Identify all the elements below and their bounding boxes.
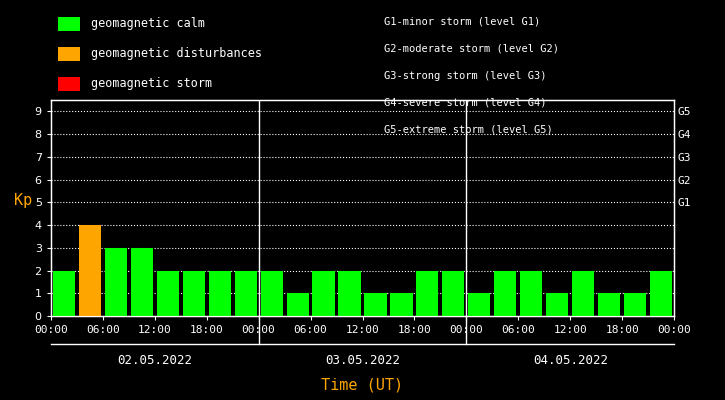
Text: G4-severe storm (level G4): G4-severe storm (level G4) [384,98,547,108]
Text: 02.05.2022: 02.05.2022 [117,354,192,367]
Bar [130,248,153,316]
Bar [416,270,439,316]
Text: G1-minor storm (level G1): G1-minor storm (level G1) [384,17,541,27]
Bar [157,270,178,316]
Bar [104,248,127,316]
Bar [547,293,568,316]
Bar [339,270,360,316]
Bar [624,293,646,316]
Bar [494,270,516,316]
Bar [183,270,204,316]
Bar [53,270,75,316]
Bar [442,270,465,316]
Bar [260,270,283,316]
Bar [365,293,386,316]
Bar [286,293,309,316]
Text: G3-strong storm (level G3): G3-strong storm (level G3) [384,71,547,81]
Text: 03.05.2022: 03.05.2022 [325,354,400,367]
Bar [79,225,101,316]
Text: G2-moderate storm (level G2): G2-moderate storm (level G2) [384,44,559,54]
Bar [468,293,490,316]
Bar [312,270,334,316]
Bar [521,270,542,316]
Bar [650,270,672,316]
Text: Time (UT): Time (UT) [321,377,404,392]
Y-axis label: Kp: Kp [14,193,33,208]
Bar [235,270,257,316]
Bar [209,270,231,316]
Text: geomagnetic disturbances: geomagnetic disturbances [91,48,262,60]
Bar [391,293,413,316]
Bar [598,293,621,316]
Text: 04.05.2022: 04.05.2022 [533,354,608,367]
Text: geomagnetic calm: geomagnetic calm [91,18,204,30]
Text: geomagnetic storm: geomagnetic storm [91,78,212,90]
Bar [572,270,594,316]
Text: G5-extreme storm (level G5): G5-extreme storm (level G5) [384,125,553,135]
